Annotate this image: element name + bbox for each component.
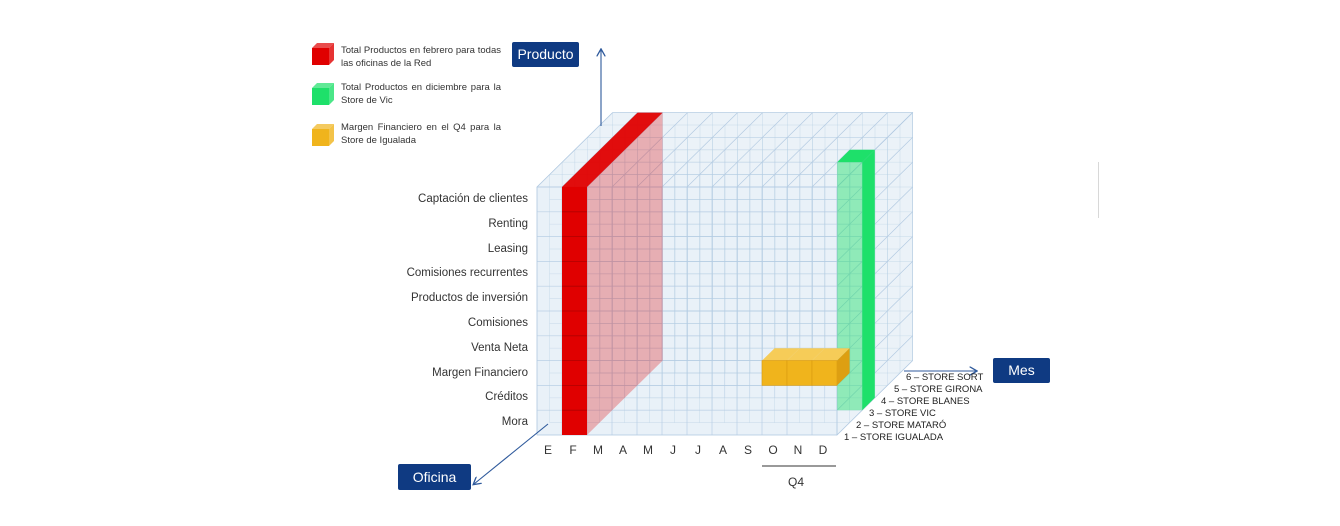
yellow-cell-front [761, 360, 788, 386]
legend-cube-red-top [312, 43, 334, 48]
legend-cube-green-front [312, 88, 329, 105]
month-label: D [818, 443, 828, 457]
store-label: 2 – STORE MATARÓ [856, 420, 947, 431]
legend-text-yellow: Margen Financiero en el Q4 para la Store… [341, 122, 501, 146]
red-slab-side [587, 112, 663, 435]
grid-line [711, 112, 788, 188]
grid-line [611, 112, 688, 188]
grid-line [686, 112, 763, 188]
store-label: 3 – STORE VIC [869, 408, 936, 419]
month-label: M [643, 443, 653, 457]
green-column-side [862, 149, 875, 411]
grid-line [661, 112, 738, 188]
quarter-q4-label: Q4 [788, 475, 805, 489]
product-label: Margen Financiero [432, 367, 528, 379]
product-label: Captación de clientes [418, 193, 528, 205]
month-label: M [593, 443, 603, 457]
store-label: 4 – STORE BLANES [881, 396, 970, 407]
divider-line [1098, 162, 1099, 218]
month-label: J [670, 443, 676, 457]
store-label: 6 – STORE SORT [906, 372, 984, 383]
month-label: A [618, 443, 627, 457]
yellow-cell-top [787, 348, 825, 361]
axis-producto-label: Producto [512, 42, 579, 67]
axis-oficina-arrow [474, 423, 549, 484]
month-label: N [793, 443, 803, 457]
yellow-cell-side [837, 348, 850, 386]
product-label: Comisiones [467, 317, 528, 329]
green-column-top [837, 149, 875, 163]
product-label: Renting [488, 218, 528, 230]
legend-cube-red-side [329, 43, 334, 65]
product-label: Venta Neta [471, 342, 528, 354]
store-label: 5 – STORE GIRONA [894, 384, 983, 395]
legend-cube-red-front [312, 48, 329, 65]
axis-oficina-label: Oficina [398, 464, 471, 490]
legend-text-green: Total Productos en diciembre para la Sto… [341, 82, 501, 106]
grid-line [636, 112, 713, 188]
store-label: 1 – STORE IGUALADA [844, 432, 944, 443]
legend-cube-green-top [312, 83, 334, 88]
month-label: E [543, 443, 552, 457]
yellow-cell-top [762, 348, 800, 361]
yellow-cell-front [811, 360, 838, 386]
product-label: Mora [501, 416, 528, 428]
legend-text-red: Total Productos en febrero para todas la… [341, 45, 501, 69]
product-label: Productos de inversión [411, 292, 528, 304]
legend-cube-yellow-side [329, 124, 334, 146]
product-label: Leasing [487, 243, 528, 255]
month-label: J [695, 443, 701, 457]
grid-line [736, 112, 813, 188]
month-label: O [768, 443, 778, 457]
product-label: Créditos [485, 391, 528, 403]
legend-cube-yellow-front [312, 129, 329, 146]
grid-line [536, 112, 613, 188]
month-label: A [718, 443, 727, 457]
grid-line [761, 112, 838, 188]
month-label: F [569, 443, 577, 457]
red-slab-top [562, 112, 663, 187]
month-label: S [743, 443, 752, 457]
legend-cube-yellow-top [312, 124, 334, 129]
yellow-cell-front [786, 360, 813, 386]
axis-mes-label: Mes [993, 358, 1050, 383]
yellow-cell-top [812, 348, 850, 361]
legend-cube-green-side [329, 83, 334, 105]
grid-line [786, 112, 863, 188]
product-label: Comisiones recurrentes [406, 267, 528, 279]
